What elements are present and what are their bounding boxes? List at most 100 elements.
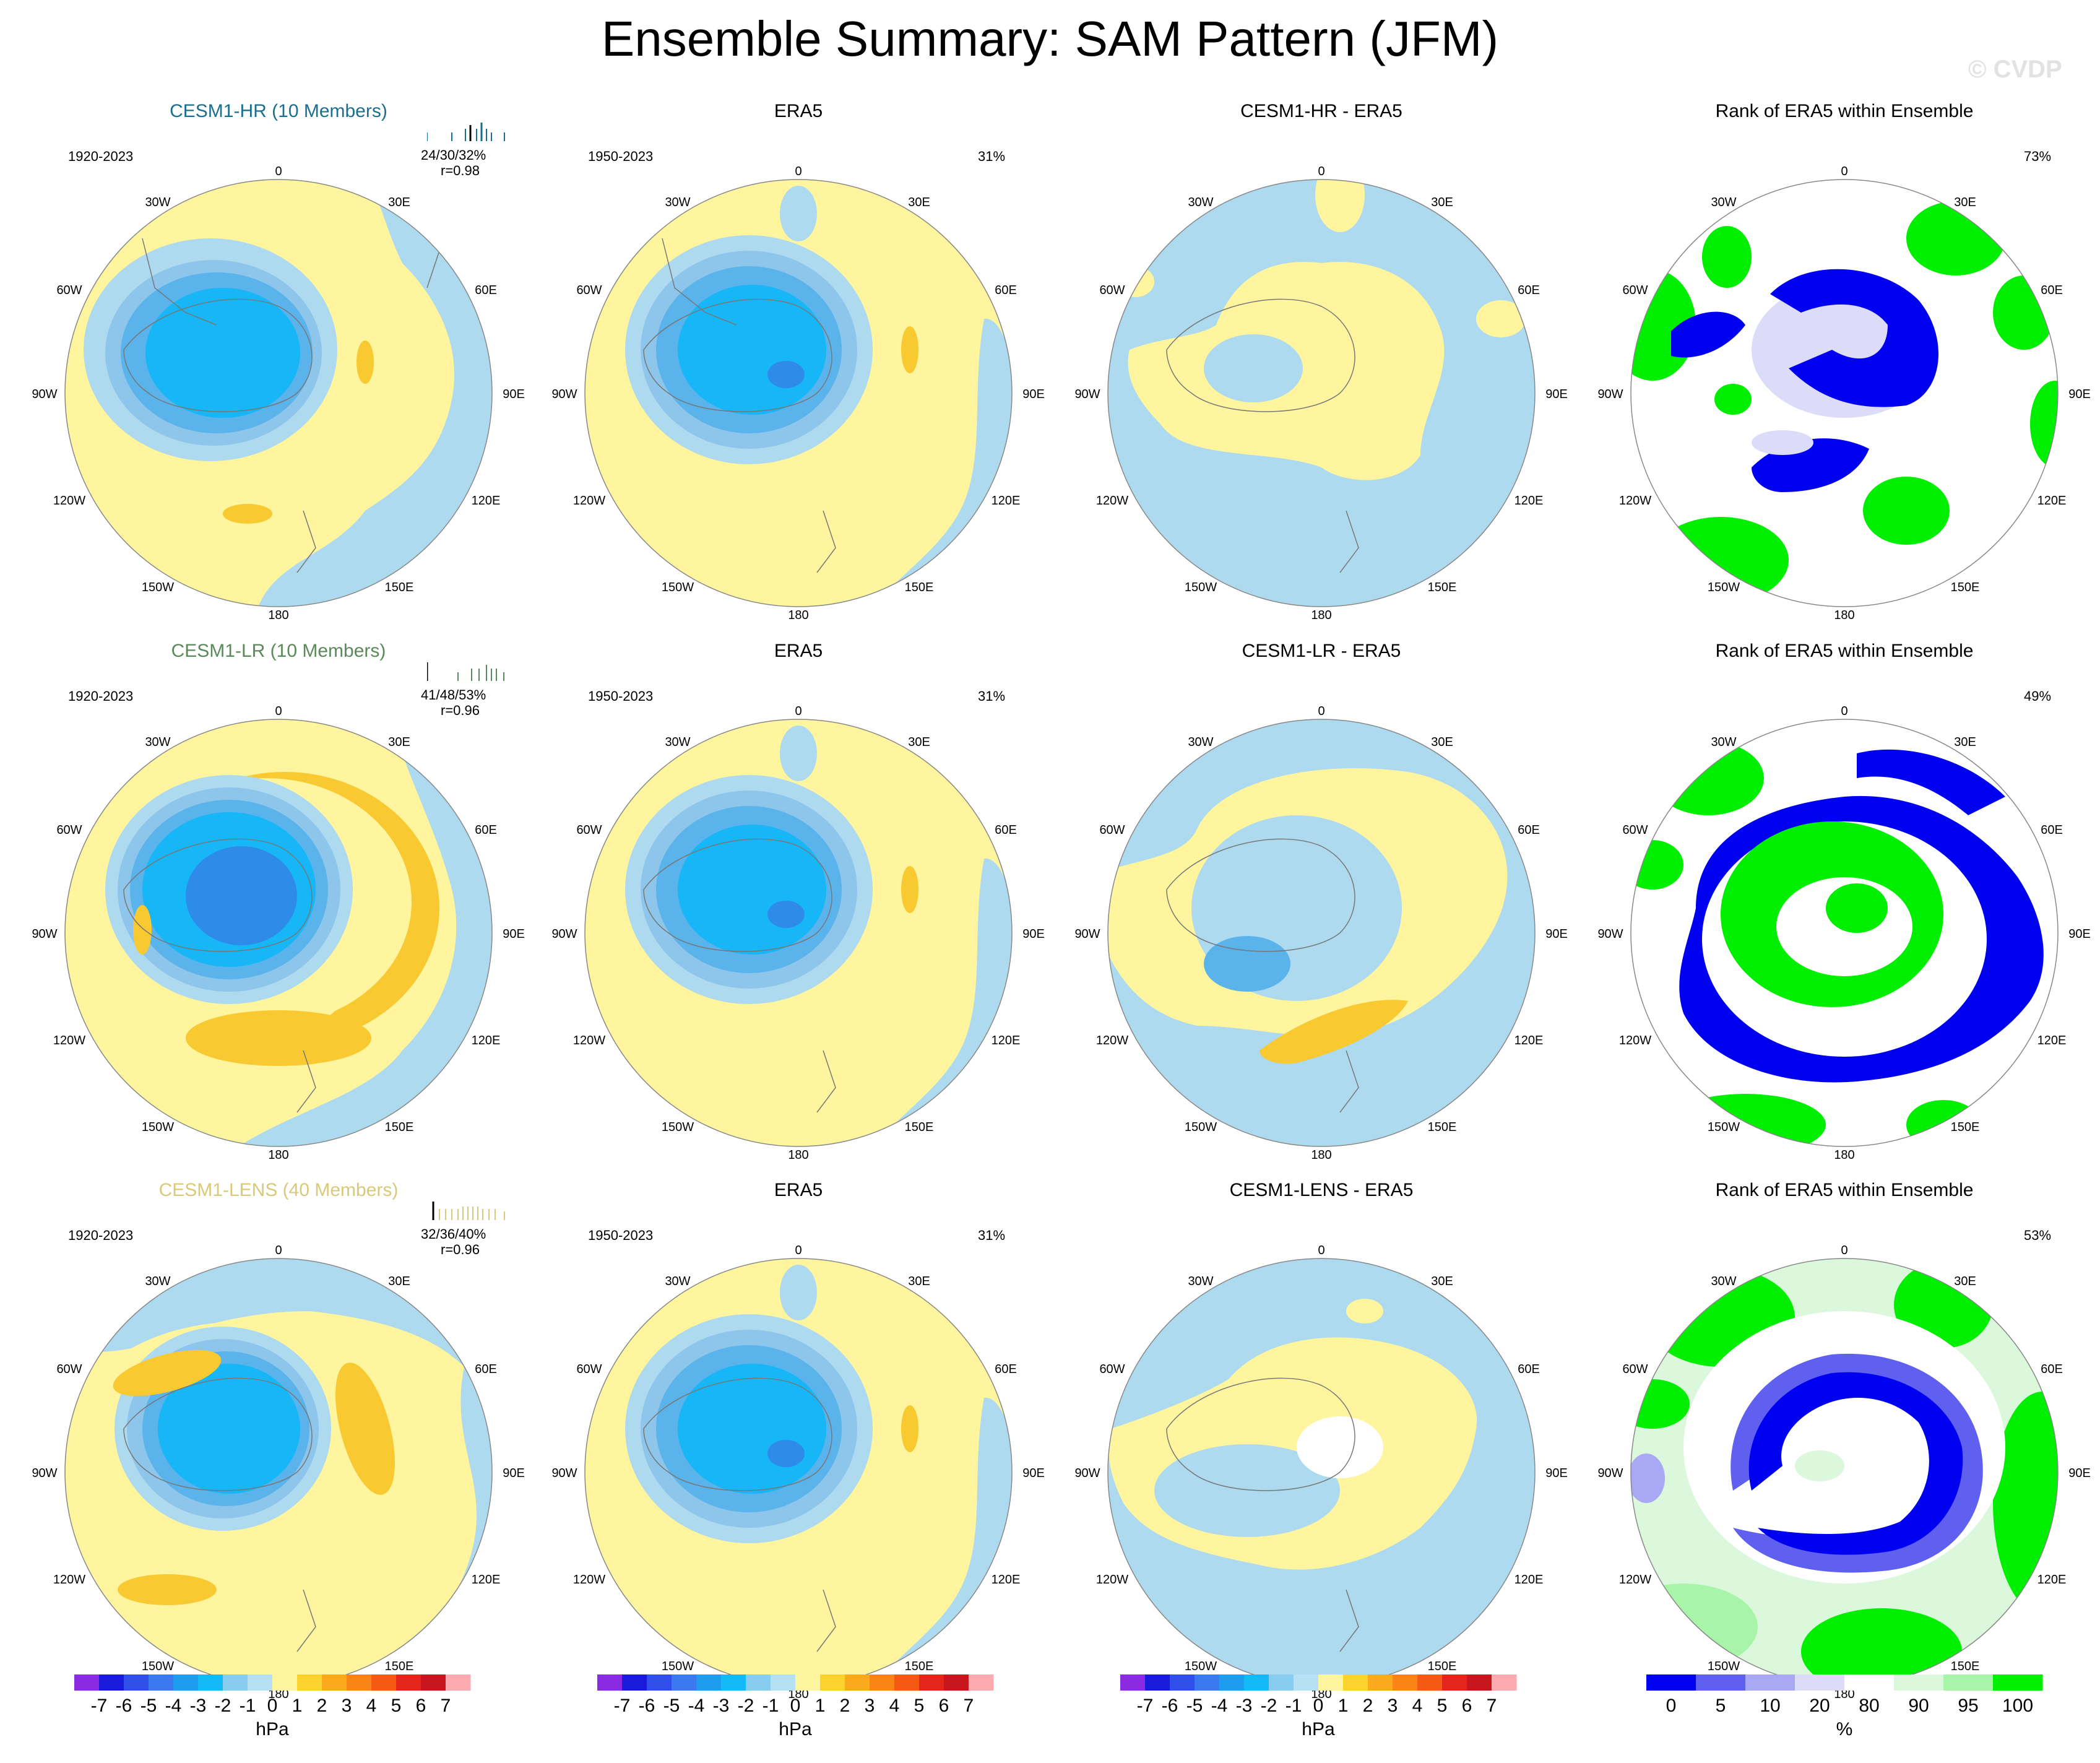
polar-map-cesm1-lr: 0 30E 60E 90E 120E 150E 180 150W 120W 90… bbox=[32, 704, 524, 1162]
colorbar-swatch bbox=[1244, 1674, 1269, 1691]
colorbar-tick-label: -7 bbox=[91, 1696, 108, 1716]
lon-label: 60E bbox=[2041, 823, 2063, 837]
colorbar-tick-label: 95 bbox=[1958, 1696, 1978, 1716]
longitude-labels: 0 30E 60E 90E 120E 150E 180 150W 120W 90… bbox=[32, 704, 524, 1162]
longitude-labels: 0 30E 60E 90E 120E 150E 180 150W 120W 90… bbox=[551, 704, 1044, 1162]
lon-label: 30W bbox=[665, 1275, 690, 1288]
lon-label: 180 bbox=[1311, 609, 1331, 622]
colorbar-swatch bbox=[1696, 1674, 1746, 1691]
lon-label: 30W bbox=[1711, 735, 1736, 749]
colorbar-unit: % bbox=[1836, 1719, 1853, 1739]
polar-map-rank: 0 30E 60E 90E 120E 150E 180 150W 120W 90… bbox=[1597, 704, 2090, 1162]
polar-map-cesm1-hr: 0 30E 60E 90E 120E 150E 180 150W 120W 90… bbox=[32, 165, 524, 622]
lon-label: 60E bbox=[1518, 823, 1540, 837]
lon-label: 120E bbox=[2037, 1034, 2067, 1047]
colorbar-swatch bbox=[322, 1674, 347, 1691]
polar-map-era5: 0 30E 60E 90E 120E 150E 180 150W 120W 90… bbox=[551, 1244, 1044, 1701]
longitude-labels: 0 30E 60E 90E 120E 150E 180 150W 120W 90… bbox=[32, 1244, 524, 1701]
lon-label: 150E bbox=[1951, 1120, 1980, 1134]
lon-label: 60E bbox=[2041, 284, 2063, 297]
period-label: 1920-2023 bbox=[68, 1228, 134, 1243]
lon-label: 30W bbox=[1711, 1275, 1736, 1288]
colorbar-tick-label: 2 bbox=[840, 1696, 850, 1716]
colorbar-swatch bbox=[297, 1674, 322, 1691]
lon-label: 120E bbox=[1515, 494, 1544, 508]
longitude-labels: 0 30E 60E 90E 120E 150E 180 150W 120W 90… bbox=[551, 165, 1044, 622]
lon-label: 60W bbox=[1099, 1362, 1125, 1376]
lon-label: 90E bbox=[503, 1466, 525, 1480]
lon-label: 60E bbox=[475, 1362, 497, 1376]
colorbar-tick-label: 0 bbox=[1666, 1696, 1677, 1716]
panel-title: Rank of ERA5 within Ensemble bbox=[1715, 641, 1974, 661]
colorbar-tick-label: -1 bbox=[1285, 1696, 1302, 1716]
lon-label: 120W bbox=[53, 494, 85, 508]
lon-label: 90E bbox=[2068, 388, 2091, 401]
colorbar-swatch bbox=[1943, 1674, 1994, 1691]
panel-title: CESM1-LR (10 Members) bbox=[171, 641, 386, 661]
lon-label: 150W bbox=[142, 1660, 174, 1673]
colorbar-unit: hPa bbox=[256, 1719, 289, 1739]
colorbar-tick-label: -5 bbox=[1186, 1696, 1203, 1716]
pattern-correlation: r=0.96 bbox=[441, 1242, 480, 1257]
colorbar-percent: 0 5 10 20 80 90 95 100% bbox=[1646, 1674, 2043, 1739]
colorbar-swatch bbox=[1368, 1674, 1393, 1691]
lon-label: 120W bbox=[53, 1034, 85, 1047]
colorbar-swatch bbox=[795, 1674, 821, 1691]
lon-label: 60W bbox=[1622, 1362, 1648, 1376]
lon-label: 90E bbox=[503, 927, 525, 941]
colorbar-tick-label: -3 bbox=[1236, 1696, 1253, 1716]
colorbar-swatch bbox=[1646, 1674, 1696, 1691]
period-label: 1950-2023 bbox=[588, 1228, 654, 1243]
lon-label: 60W bbox=[576, 284, 602, 297]
explained-variance: 31% bbox=[978, 1228, 1006, 1243]
panel-title: Rank of ERA5 within Ensemble bbox=[1715, 1180, 1974, 1200]
panel-title: Rank of ERA5 within Ensemble bbox=[1715, 101, 1974, 121]
lon-label: 90W bbox=[1597, 1466, 1623, 1480]
lon-label: 120E bbox=[2037, 1573, 2067, 1587]
colorbar-tick-label: 3 bbox=[865, 1696, 875, 1716]
panel-title: CESM1-HR - ERA5 bbox=[1240, 101, 1402, 121]
colorbar-tick-label: -4 bbox=[165, 1696, 182, 1716]
period-label: 1950-2023 bbox=[588, 688, 654, 704]
lon-label: 90W bbox=[32, 1466, 57, 1480]
ensemble-stats: 24/30/32% bbox=[421, 147, 486, 163]
lon-label: 90W bbox=[32, 388, 57, 401]
lon-label: 120E bbox=[472, 494, 501, 508]
panel-diff-row2: CESM1-LR - ERA5 0 30E 60E 90E 120E 150E … bbox=[1068, 639, 1575, 1165]
lon-label: 30E bbox=[908, 196, 930, 209]
lon-label: 120W bbox=[1096, 1034, 1128, 1047]
period-label: 1920-2023 bbox=[68, 688, 134, 704]
colorbar-swatch bbox=[1894, 1674, 1944, 1691]
lon-label: 150E bbox=[905, 581, 934, 594]
lon-label: 120W bbox=[573, 494, 605, 508]
lon-label: 30E bbox=[908, 1275, 930, 1288]
lon-label: 150W bbox=[1708, 1660, 1740, 1673]
colorbar-tick-label: 10 bbox=[1760, 1696, 1780, 1716]
lon-label: 30E bbox=[388, 1275, 410, 1288]
lon-label: 30E bbox=[388, 196, 410, 209]
colorbar-tick-label: 4 bbox=[366, 1696, 377, 1716]
colorbar-unit: hPa bbox=[779, 1719, 812, 1739]
lon-label: 150W bbox=[1185, 1120, 1217, 1134]
lon-label: 60W bbox=[1099, 823, 1125, 837]
longitude-labels: 0 30E 60E 90E 120E 150E 180 150W 120W 90… bbox=[32, 165, 524, 622]
longitude-labels: 0 30E 60E 90E 120E 150E 180 150W 120W 90… bbox=[1597, 1244, 2090, 1701]
colorbar-swatch bbox=[870, 1674, 895, 1691]
lon-label: 150E bbox=[1951, 1660, 1980, 1673]
member-spread-ticks bbox=[427, 662, 504, 681]
longitude-labels: 0 30E 60E 90E 120E 150E 180 150W 120W 90… bbox=[1074, 704, 1567, 1162]
colorbar-swatch bbox=[1492, 1674, 1517, 1691]
lon-label: 0 bbox=[795, 1244, 802, 1257]
lon-label: 180 bbox=[268, 1148, 288, 1162]
panel-diff-row1: CESM1-HR - ERA5 0 30E 60E 90E 120E 150E … bbox=[1068, 99, 1575, 625]
lon-label: 150W bbox=[662, 1120, 694, 1134]
figure-title: Ensemble Summary: SAM Pattern (JFM) bbox=[601, 11, 1499, 66]
panel-title: ERA5 bbox=[774, 1180, 823, 1200]
lon-label: 90E bbox=[1545, 1466, 1568, 1480]
colorbar-swatch bbox=[969, 1674, 994, 1691]
colorbar-tick-label: 7 bbox=[1487, 1696, 1497, 1716]
lon-label: 180 bbox=[268, 609, 288, 622]
panel-cesm1-lens: CESM1-LENS (40 Members) 1920-2023 32/36/… bbox=[25, 1178, 532, 1704]
watermark: © CVDP bbox=[1968, 56, 2062, 83]
colorbar-tick-label: 80 bbox=[1859, 1696, 1879, 1716]
